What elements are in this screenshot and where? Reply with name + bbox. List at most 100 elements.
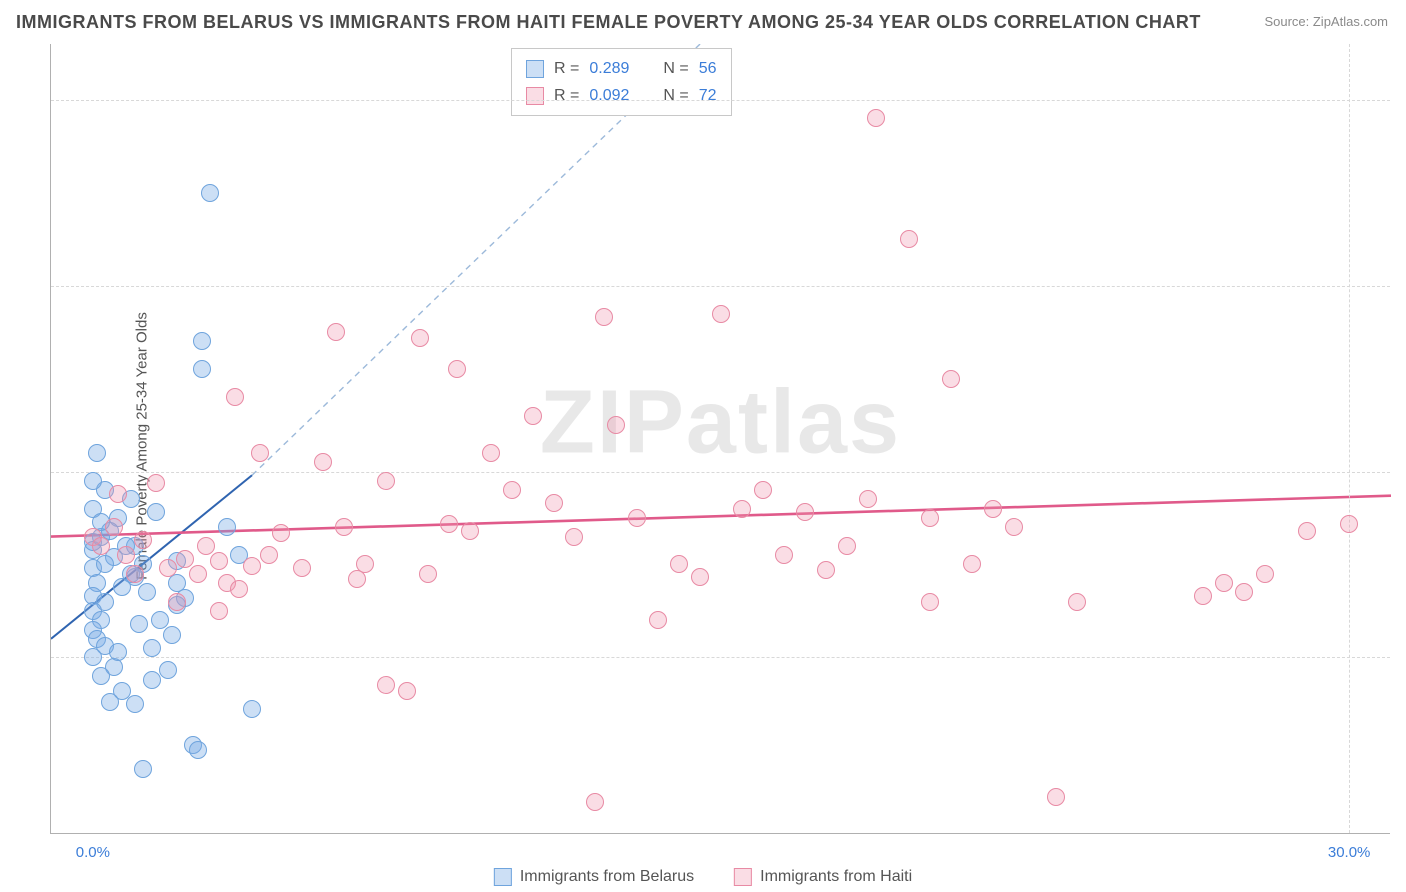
data-point <box>524 407 542 425</box>
data-point <box>482 444 500 462</box>
data-point <box>1340 515 1358 533</box>
data-point <box>151 611 169 629</box>
data-point <box>984 500 1002 518</box>
data-point <box>733 500 751 518</box>
data-point <box>1005 518 1023 536</box>
data-point <box>130 615 148 633</box>
data-point <box>176 550 194 568</box>
y-tick-label: 20.0% <box>1395 463 1406 480</box>
data-point <box>272 524 290 542</box>
data-point <box>143 671 161 689</box>
data-point <box>503 481 521 499</box>
data-point <box>109 643 127 661</box>
data-point <box>84 472 102 490</box>
y-tick-label: 30.0% <box>1395 277 1406 294</box>
legend-item: Immigrants from Belarus <box>494 868 694 886</box>
watermark-text: ZIPatlas <box>540 371 901 474</box>
data-point <box>193 360 211 378</box>
data-point <box>143 639 161 657</box>
data-point <box>134 531 152 549</box>
series-legend: Immigrants from Belarus Immigrants from H… <box>494 868 912 886</box>
data-point <box>230 580 248 598</box>
chart-title: IMMIGRANTS FROM BELARUS VS IMMIGRANTS FR… <box>16 12 1201 33</box>
stat-r-label: R = <box>554 55 579 82</box>
data-point <box>461 522 479 540</box>
data-point <box>126 565 144 583</box>
data-point <box>670 555 688 573</box>
data-point <box>377 472 395 490</box>
gridline-horizontal <box>51 657 1390 658</box>
data-point <box>134 760 152 778</box>
data-point <box>109 485 127 503</box>
y-tick-label: 10.0% <box>1395 649 1406 666</box>
data-point <box>411 329 429 347</box>
data-point <box>293 559 311 577</box>
legend-label: Immigrants from Haiti <box>760 868 912 886</box>
stat-n-label: N = <box>663 55 688 82</box>
data-point <box>92 667 110 685</box>
legend-swatch-icon <box>734 868 752 886</box>
data-point <box>226 388 244 406</box>
data-point <box>595 308 613 326</box>
data-point <box>963 555 981 573</box>
data-point <box>335 518 353 536</box>
data-point <box>398 682 416 700</box>
data-point <box>251 444 269 462</box>
data-point <box>101 693 119 711</box>
data-point <box>88 444 106 462</box>
data-point <box>921 593 939 611</box>
data-point <box>942 370 960 388</box>
data-point <box>159 661 177 679</box>
data-point <box>1235 583 1253 601</box>
data-point <box>210 602 228 620</box>
data-point <box>189 741 207 759</box>
stat-r-value: 0.289 <box>589 55 629 82</box>
data-point <box>419 565 437 583</box>
stat-r-label: R = <box>554 82 579 109</box>
legend-item: Immigrants from Haiti <box>734 868 912 886</box>
data-point <box>138 583 156 601</box>
legend-label: Immigrants from Belarus <box>520 868 694 886</box>
data-point <box>1256 565 1274 583</box>
data-point <box>92 537 110 555</box>
stat-n-value: 56 <box>699 55 717 82</box>
legend-swatch-icon <box>494 868 512 886</box>
data-point <box>147 503 165 521</box>
data-point <box>649 611 667 629</box>
data-point <box>377 676 395 694</box>
data-point <box>84 648 102 666</box>
data-point <box>775 546 793 564</box>
data-point <box>348 570 366 588</box>
legend-swatch-icon <box>526 87 544 105</box>
data-point <box>1215 574 1233 592</box>
data-point <box>754 481 772 499</box>
data-point <box>628 509 646 527</box>
gridline-horizontal <box>51 100 1390 101</box>
data-point <box>712 305 730 323</box>
data-point <box>327 323 345 341</box>
data-point <box>796 503 814 521</box>
gridline-horizontal <box>51 286 1390 287</box>
data-point <box>126 695 144 713</box>
data-point <box>163 626 181 644</box>
data-point <box>105 518 123 536</box>
data-point <box>193 332 211 350</box>
data-point <box>586 793 604 811</box>
data-point <box>210 552 228 570</box>
correlation-stats-box: R =0.289N =56R =0.092N =72 <box>511 48 732 116</box>
data-point <box>1068 593 1086 611</box>
data-point <box>607 416 625 434</box>
data-point <box>565 528 583 546</box>
data-point <box>867 109 885 127</box>
data-point <box>838 537 856 555</box>
data-point <box>900 230 918 248</box>
data-point <box>189 565 207 583</box>
data-point <box>159 559 177 577</box>
data-point <box>243 557 261 575</box>
data-point <box>921 509 939 527</box>
data-point <box>218 518 236 536</box>
data-point <box>197 537 215 555</box>
data-point <box>1194 587 1212 605</box>
source-attribution: Source: ZipAtlas.com <box>1264 14 1388 29</box>
stat-n-value: 72 <box>699 82 717 109</box>
